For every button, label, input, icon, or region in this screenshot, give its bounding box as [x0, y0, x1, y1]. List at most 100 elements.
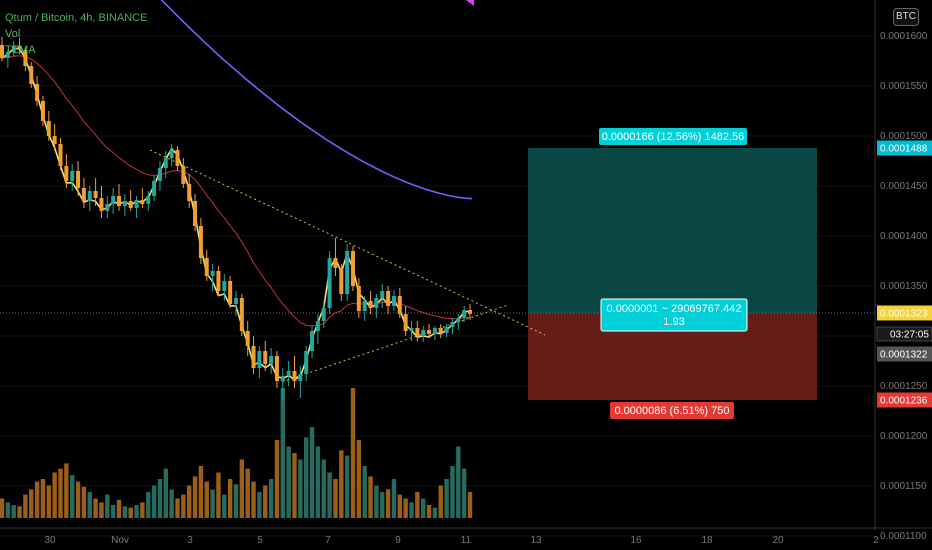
target-price-text: 0.0001488 — [880, 144, 928, 155]
target-zone[interactable] — [528, 148, 817, 313]
time-tick-label: 7 — [325, 535, 331, 546]
volume-bar — [415, 492, 420, 518]
chart-legend: Qtum / Bitcoin, 4h, BINANCE Vol TEMA — [5, 10, 147, 58]
current-price-text: 0.0001323 — [880, 309, 928, 320]
volume-bar — [34, 481, 40, 518]
volume-bar — [391, 479, 397, 518]
candle-body — [315, 321, 320, 331]
volume-bar — [227, 479, 233, 518]
candle-body — [257, 351, 262, 368]
volume-bar — [239, 459, 245, 518]
volume-bar — [298, 459, 303, 518]
volume-bar — [438, 485, 443, 518]
stop-label-box: 0.0000086 (6.51%) 750 — [610, 402, 734, 419]
price-tick-label: 0.0001550 — [880, 81, 928, 92]
volume-bar — [309, 427, 315, 518]
stop-price-text: 0.0001236 — [880, 396, 928, 407]
volume-bar — [327, 472, 332, 518]
volume-bar — [105, 494, 110, 518]
currency-badge[interactable]: BTC — [893, 8, 919, 26]
candle-body — [292, 371, 297, 381]
volume-bar — [204, 481, 209, 518]
candle-body — [146, 196, 151, 204]
long-position-tool[interactable] — [528, 148, 817, 400]
volume-bars — [0, 388, 473, 518]
candle-body — [269, 356, 274, 364]
price-tick-label: 0.0001350 — [880, 281, 928, 292]
candle-body — [403, 314, 408, 331]
time-tick-label: 2 — [873, 535, 879, 546]
volume-bar — [403, 498, 408, 518]
target-label: 0.0000166 (12.56%) 1482.56 — [602, 131, 745, 143]
price-tick-label: 0.0001450 — [880, 181, 928, 192]
volume-bar — [467, 492, 473, 518]
grid — [0, 35, 875, 537]
volume-bar — [70, 475, 75, 518]
time-tick-label: 5 — [257, 535, 263, 546]
candle-body — [239, 298, 244, 331]
candle-body — [339, 268, 344, 294]
candle-body — [93, 191, 98, 198]
candle-body — [444, 327, 449, 333]
vol-indicator-label[interactable]: Vol — [5, 28, 21, 40]
candle-body — [134, 200, 139, 208]
candle-body — [298, 374, 303, 381]
volume-bar — [286, 446, 291, 518]
candle-body — [193, 201, 198, 226]
volume-bar — [426, 505, 432, 518]
time-tick-label: 9 — [395, 535, 401, 546]
stop-label: 0.0000086 (6.51%) 750 — [615, 405, 730, 417]
candle-body — [304, 351, 309, 374]
candle-body — [5, 52, 10, 58]
volume-bar — [140, 502, 145, 518]
candle-body — [58, 144, 63, 166]
volume-bar — [99, 502, 104, 518]
volume-bar — [40, 479, 46, 518]
candle-body — [187, 184, 192, 201]
candle-body — [222, 281, 227, 291]
candle-body — [64, 166, 69, 181]
upper-trendline — [149, 149, 546, 336]
candle-body — [152, 181, 157, 196]
symbol-title[interactable]: Qtum / Bitcoin, 4h, BINANCE — [5, 12, 148, 24]
candle-body — [245, 331, 250, 346]
volume-bar — [356, 440, 362, 518]
lower-trendline — [281, 304, 509, 383]
volume-bar — [163, 468, 168, 518]
volume-bar — [304, 437, 309, 518]
volume-bar — [23, 494, 28, 518]
candle-body — [327, 258, 332, 308]
volume-bar — [292, 453, 297, 518]
volume-bar — [362, 466, 367, 518]
volume-bar — [0, 498, 5, 518]
candle-body — [286, 371, 291, 376]
candle-body — [76, 171, 81, 188]
price-axis[interactable]: 0.0001600 0.0001550 0.0001500 0.0001450 0.00… — [874, 0, 932, 550]
time-tick-label: 20 — [772, 535, 784, 546]
price-axis-bg — [875, 0, 932, 550]
time-axis[interactable]: 30 Nov 3 5 7 9 11 13 16 18 20 2 — [0, 527, 932, 546]
volume-bar — [251, 481, 256, 518]
target-label-box: 0.0000166 (12.56%) 1482.56 — [599, 128, 747, 145]
volume-bar — [151, 485, 157, 518]
stop-price-tag: 0.0001236 — [877, 392, 932, 408]
candle-body — [70, 171, 75, 181]
volume-bar — [110, 505, 116, 518]
candle-body — [432, 328, 437, 334]
tema-indicator-label[interactable]: TEMA — [5, 44, 36, 56]
candle-body — [409, 328, 414, 331]
tema-line — [1, 47, 471, 381]
price-tick-label: 0.0001500 — [880, 131, 928, 142]
volume-bar — [198, 466, 204, 518]
candle-body — [456, 318, 461, 322]
price-tick-label: 0.0001600 — [880, 31, 928, 42]
candle-body — [333, 258, 338, 268]
candle-body — [17, 46, 22, 50]
candle-body — [99, 198, 104, 211]
volume-bar — [421, 498, 426, 518]
candles — [0, 37, 472, 401]
candle-body — [310, 331, 315, 351]
candle-body — [462, 310, 467, 318]
candle-body — [157, 168, 162, 181]
